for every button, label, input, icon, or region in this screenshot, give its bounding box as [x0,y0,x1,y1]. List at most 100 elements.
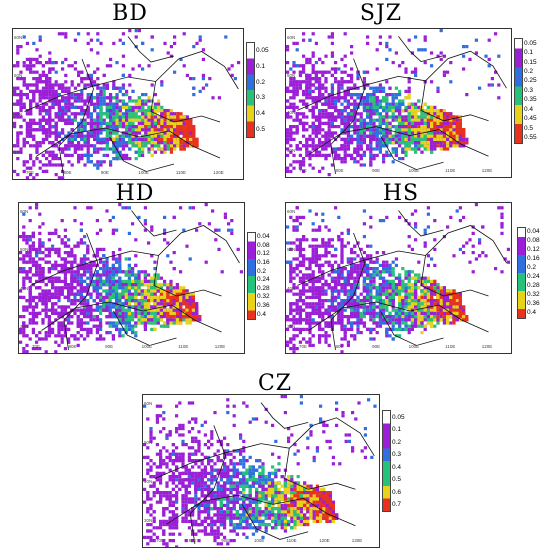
trajectory-cell [118,311,122,315]
trajectory-cell [112,137,116,141]
trajectory-cell [19,147,23,151]
trajectory-cell [54,137,58,141]
trajectory-cell [378,99,382,103]
trajectory-cell [321,128,325,132]
trajectory-cell [108,331,112,335]
trajectory-cell [93,102,97,106]
trajectory-cell [430,51,434,55]
trajectory-cell [31,235,35,239]
trajectory-cell [128,73,132,77]
trajectory-cell [398,93,402,97]
trajectory-cell [295,48,299,52]
trajectory-cell [54,115,58,119]
trajectory-cell [93,121,97,125]
trajectory-cell [157,115,161,119]
trajectory-cell [455,141,459,145]
trajectory-cell [173,147,177,151]
trajectory-cell [160,141,164,145]
trajectory-cell [356,125,360,129]
trajectory-cell [147,147,151,151]
trajectory-cell [356,77,360,81]
trajectory-cell [160,134,164,138]
trajectory-cell [153,115,157,119]
trajectory-cell [439,51,443,55]
trajectory-cell [19,96,23,100]
trajectory-cell [375,134,379,138]
trajectory-cell [67,99,71,103]
trajectory-cell [385,96,389,100]
trajectory-cell [160,131,164,135]
trajectory-cell [131,109,135,113]
trajectory-cell [308,137,312,141]
trajectory-cell [321,102,325,106]
trajectory-cell [497,96,501,100]
trajectory-cell [417,115,421,119]
trajectory-cell [112,109,116,113]
trajectory-cell [324,137,328,141]
trajectory-cell [302,134,306,138]
trajectory-cell [93,118,97,122]
trajectory-cell [141,93,145,97]
trajectory-cell [38,128,42,132]
trajectory-cell [356,160,360,164]
trajectory-cell [436,141,440,145]
trajectory-cell [48,115,52,119]
trajectory-cell [125,128,129,132]
trajectory-cell [115,61,119,65]
trajectory-cell [420,48,424,52]
trajectory-cell [385,150,389,154]
trajectory-cell [343,99,347,103]
trajectory-cell [375,67,379,71]
trajectory-cell [83,273,87,277]
trajectory-cell [99,102,103,106]
trajectory-cell [29,157,33,161]
trajectory-cell [423,118,427,122]
trajectory-cell [436,134,440,138]
trajectory-cell [292,93,296,97]
trajectory-cell [99,131,103,135]
trajectory-cell [73,270,77,274]
trajectory-cell [353,112,357,116]
trajectory-cell [105,137,109,141]
trajectory-cell [70,93,74,97]
trajectory-cell [394,115,398,119]
trajectory-cell [112,118,116,122]
trajectory-cell [414,137,418,141]
trajectory-cell [38,99,42,103]
trajectory-cell [350,115,354,119]
trajectory-cell [48,86,52,90]
trajectory-cell [121,93,125,97]
trajectory-cell [163,150,167,154]
trajectory-cell [433,121,437,125]
trajectory-cell [455,131,459,135]
trajectory-cell [324,134,328,138]
trajectory-cell [410,147,414,151]
trajectory-cell [311,144,315,148]
trajectory-cell [423,144,427,148]
trajectory-cell [54,279,58,283]
trajectory-cell [157,147,161,151]
trajectory-cell [185,125,189,129]
trajectory-cell [385,45,389,49]
trajectory-cell [70,134,74,138]
trajectory-cell [60,334,64,338]
trajectory-cell [163,137,167,141]
trajectory-cell [192,93,196,97]
trajectory-cell [19,99,23,103]
trajectory-cell [350,157,354,161]
trajectory-cell [455,128,459,132]
trajectory-cell [105,121,109,125]
trajectory-cell [51,131,55,135]
trajectory-cell [292,137,296,141]
trajectory-cell [176,118,180,122]
trajectory-cell [67,153,71,157]
trajectory-cell [436,121,440,125]
trajectory-cell [378,41,382,45]
trajectory-cell [311,51,315,55]
trajectory-cell [359,153,363,157]
trajectory-cell [99,286,103,290]
trajectory-cell [308,153,312,157]
trajectory-cell [13,112,17,116]
trajectory-cell [189,141,193,145]
trajectory-cell [48,141,52,145]
